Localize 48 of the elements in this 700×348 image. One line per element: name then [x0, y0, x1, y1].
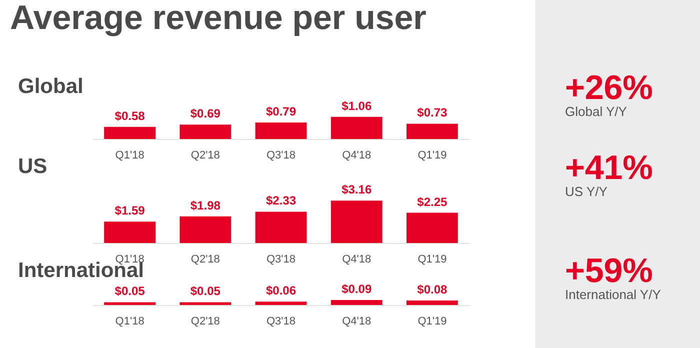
- chart-title: Global: [18, 75, 84, 98]
- data-label: $1.06: [342, 98, 372, 113]
- x-tick-label: Q2'18: [190, 316, 220, 328]
- x-tick-label: Q2'18: [190, 150, 220, 162]
- bar: [104, 222, 156, 243]
- x-tick-label: Q1'18: [115, 150, 144, 162]
- text: International Y/Y: [565, 287, 662, 302]
- data-label: $0.06: [266, 284, 296, 298]
- bar: [255, 212, 307, 243]
- bar: [104, 126, 156, 139]
- data-label: $0.08: [417, 282, 448, 297]
- data-label: $0.05: [190, 284, 221, 298]
- data-label: $0.58: [114, 108, 146, 123]
- data-label: $1.59: [114, 204, 146, 218]
- data-label: $3.16: [342, 182, 372, 197]
- text: +59%: [565, 252, 653, 290]
- x-tick-label: Q4'18: [342, 254, 372, 266]
- bar: [180, 124, 232, 139]
- x-tick-label: Q1'19: [418, 254, 447, 266]
- data-label: $0.79: [266, 104, 296, 118]
- data-label: $2.33: [266, 194, 296, 208]
- chart-title: US: [18, 155, 48, 178]
- data-label: $2.25: [417, 194, 448, 209]
- x-tick-label: Q2'18: [190, 254, 220, 266]
- text: +26%: [565, 69, 653, 107]
- x-tick-label: Q1'18: [115, 316, 144, 328]
- x-tick-label: Q3'18: [266, 316, 296, 328]
- data-label: $0.05: [114, 284, 146, 298]
- text: US Y/Y: [565, 184, 608, 199]
- x-tick-label: Q3'18: [266, 254, 296, 266]
- bar: [406, 124, 458, 139]
- data-label: $1.98: [190, 198, 221, 212]
- text: Global Y/Y: [565, 104, 628, 119]
- bar: [406, 212, 458, 243]
- x-tick-label: Q1'19: [418, 316, 447, 328]
- x-tick-label: Q3'18: [266, 150, 296, 162]
- data-label: $0.73: [417, 106, 448, 120]
- bar: [330, 116, 382, 139]
- bar: [330, 200, 382, 243]
- text: +41%: [565, 149, 653, 187]
- text: Average revenue per user: [10, 0, 426, 37]
- data-label: $0.69: [190, 106, 221, 121]
- data-label: $0.09: [342, 282, 372, 296]
- bar: [255, 122, 307, 139]
- x-tick-label: Q1'19: [418, 150, 447, 162]
- x-tick-label: Q4'18: [342, 150, 372, 162]
- x-tick-label: Q4'18: [342, 316, 372, 328]
- bar: [180, 216, 232, 243]
